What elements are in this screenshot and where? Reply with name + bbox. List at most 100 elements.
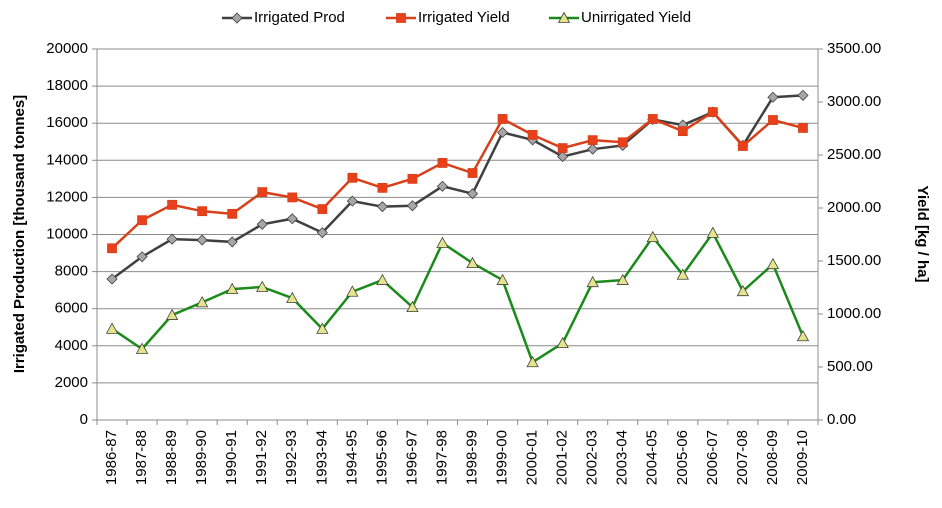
data-point [768, 115, 778, 125]
x-tick-label: 1995-96 [373, 430, 390, 485]
data-point [377, 182, 388, 193]
x-tick-label: 2003-04 [614, 430, 631, 485]
y2-tick-label: 2500.00 [827, 146, 881, 163]
data-point [436, 180, 449, 192]
data-point [676, 268, 689, 280]
data-point [407, 173, 418, 184]
y-tick-label: 12000 [46, 188, 88, 205]
y-tick-label: 14000 [46, 151, 88, 168]
data-point [557, 151, 569, 163]
data-point [496, 273, 509, 285]
x-tick-label: 1993-94 [313, 430, 330, 485]
x-tick-label: 2006-07 [704, 430, 721, 485]
x-tick-label: 1988-89 [163, 430, 180, 485]
y-tick-label: 8000 [55, 263, 88, 280]
data-point [347, 172, 358, 183]
data-point [317, 204, 328, 214]
y-tick-label: 0 [80, 411, 88, 428]
data-point [286, 213, 298, 225]
x-tick-label: 1997-98 [433, 430, 450, 485]
data-point [616, 273, 629, 285]
data-point [798, 123, 808, 133]
data-point [646, 230, 659, 243]
data-point [406, 200, 419, 212]
data-point [165, 308, 179, 320]
data-point [257, 187, 268, 198]
data-point [587, 143, 599, 155]
series-line [111, 110, 804, 250]
x-tick-label: 2001-02 [554, 430, 571, 485]
data-point [497, 114, 508, 124]
x-tick-label: 2005-06 [674, 430, 691, 485]
x-tick-label: 2008-09 [764, 430, 781, 485]
legend-label: Unirrigated Yield [581, 9, 691, 26]
data-point [707, 107, 718, 117]
data-point [406, 300, 419, 313]
data-point [677, 126, 688, 137]
x-tick-label: 2000-01 [524, 430, 541, 485]
data-point [586, 275, 599, 288]
data-point [346, 195, 358, 207]
data-point [196, 234, 208, 246]
legend-marker [396, 13, 406, 23]
data-point [737, 141, 748, 151]
data-point [136, 251, 148, 263]
data-point [766, 257, 780, 270]
data-point [587, 135, 598, 146]
y2-tick-label: 2000.00 [827, 199, 881, 216]
data-point [197, 206, 208, 217]
data-point [376, 273, 389, 285]
data-point [466, 188, 479, 200]
data-point [467, 168, 478, 178]
x-tick-label: 1987-88 [133, 430, 150, 485]
data-point [316, 227, 328, 239]
data-point [647, 114, 658, 124]
data-point [106, 273, 118, 285]
data-point [797, 89, 809, 101]
y2-tick-label: 1500.00 [827, 252, 881, 269]
y-tick-label: 2000 [55, 374, 88, 391]
series-line [111, 230, 805, 365]
y2-tick-label: 3000.00 [827, 93, 881, 110]
legend-marker [231, 12, 243, 24]
data-point [796, 329, 810, 342]
data-point [226, 236, 238, 248]
x-tick-label: 2009-10 [794, 430, 811, 485]
legend-marker [557, 11, 571, 23]
data-point [436, 236, 449, 248]
y-tick-label: 6000 [55, 300, 88, 317]
data-point [256, 218, 268, 230]
data-point [376, 201, 388, 213]
y-tick-label: 20000 [46, 40, 88, 57]
y2-tick-label: 3500.00 [827, 40, 881, 57]
x-tick-label: 1998-99 [463, 430, 480, 485]
data-point [195, 296, 209, 308]
x-tick-label: 1989-90 [193, 430, 210, 485]
data-point [496, 126, 509, 139]
data-point [135, 342, 149, 354]
x-tick-label: 1986-87 [103, 430, 120, 485]
data-point [527, 129, 538, 140]
data-point [256, 280, 269, 292]
x-tick-label: 1991-92 [253, 430, 270, 485]
data-point [316, 322, 329, 334]
data-point [286, 291, 299, 303]
x-tick-label: 2004-05 [644, 430, 661, 485]
data-point [557, 143, 568, 154]
legend-label: Irrigated Yield [418, 9, 510, 26]
y2-tick-label: 0.00 [827, 411, 856, 428]
data-point [166, 233, 178, 245]
y-axis-label: Irrigated Production [thousand tonnes] [11, 95, 28, 373]
y2-axis-label: Yield [kg / ha] [914, 186, 931, 283]
data-point [346, 285, 359, 297]
data-point [556, 336, 569, 349]
y-tick-label: 4000 [55, 337, 88, 354]
y2-tick-label: 1000.00 [827, 305, 881, 322]
data-point [227, 208, 238, 219]
x-tick-label: 1999-00 [494, 430, 511, 485]
y2-tick-label: 500.00 [827, 358, 873, 375]
data-point [526, 355, 539, 368]
x-tick-label: 1990-91 [223, 430, 240, 485]
data-point [706, 226, 720, 238]
x-tick-label: 1992-93 [283, 430, 300, 485]
